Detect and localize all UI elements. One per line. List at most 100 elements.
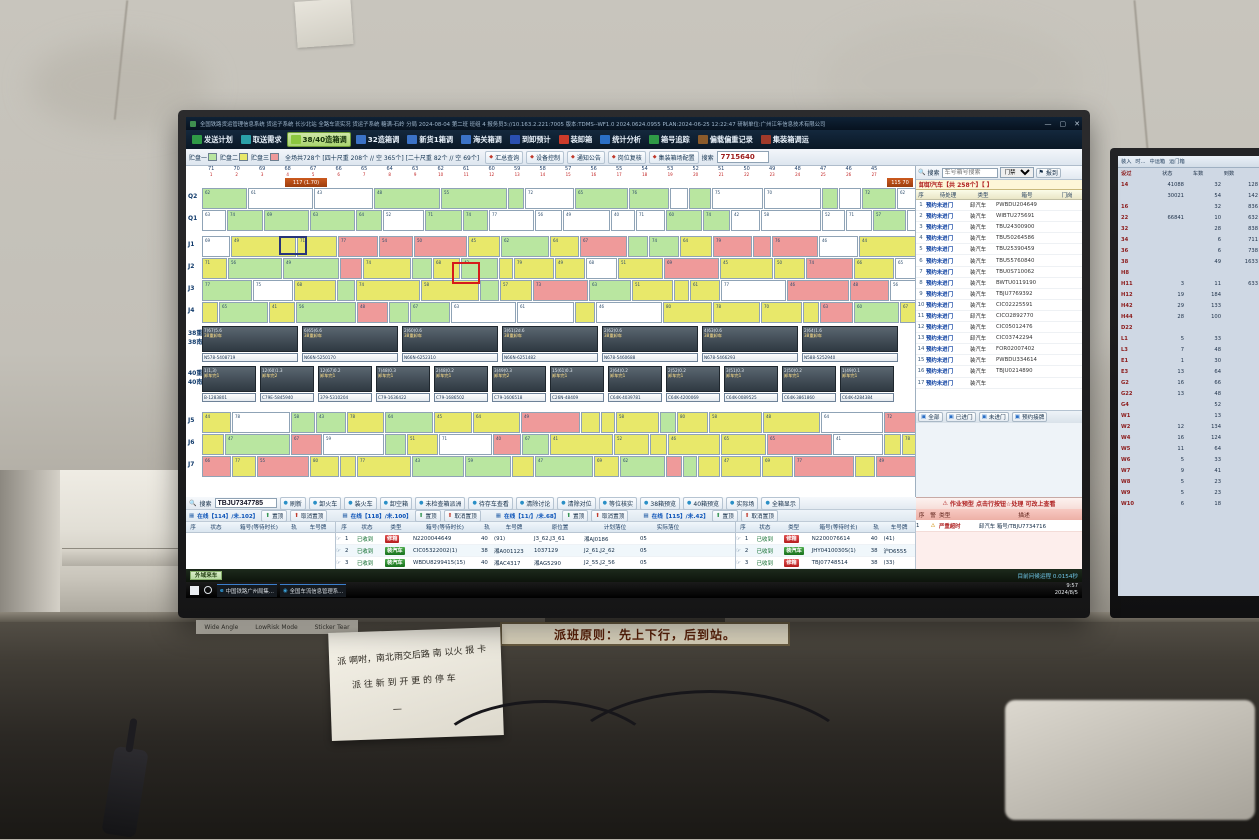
close-button[interactable]: ✕ xyxy=(1074,119,1080,128)
menu-item-4[interactable]: 新货1箱调 xyxy=(404,132,456,147)
task-counter-action-1[interactable]: ⬆ 取消置顶 xyxy=(443,509,481,522)
yard-cell[interactable]: 74 xyxy=(363,258,411,279)
menu-item-1[interactable]: 取送需求 xyxy=(238,132,285,147)
yard-cell[interactable]: 70 xyxy=(764,188,821,209)
yard-block-code[interactable]: C79-1686502 xyxy=(434,393,488,402)
gate-search-input[interactable] xyxy=(941,167,998,178)
yard-cell[interactable]: 70 xyxy=(761,302,802,323)
yard-cell[interactable]: 49 xyxy=(283,258,339,279)
task-toolbar-button-11[interactable]: ● 实际场 xyxy=(726,496,759,510)
yard-cell[interactable]: 69 xyxy=(762,456,793,477)
yard-cell[interactable]: 77 xyxy=(338,236,378,257)
yard-cell[interactable] xyxy=(389,302,409,323)
taskbar-items[interactable]: e 中国铁路广州局集... ◉ 全国车流信息管理系... xyxy=(217,583,347,597)
subbar-button-2[interactable]: ◆ 通知公告 xyxy=(566,150,605,164)
yard-cell[interactable]: 62 xyxy=(620,456,665,477)
yard-block-code[interactable]: C64K-4200069 xyxy=(666,393,720,402)
yard-cell[interactable]: 56 xyxy=(296,302,356,323)
selected-cell-blue[interactable] xyxy=(279,236,307,255)
yard-cell[interactable]: 46 xyxy=(668,434,720,455)
yard-block-code[interactable]: C79-1606518 xyxy=(492,393,546,402)
yard-cell[interactable]: 52 xyxy=(383,210,424,231)
table-row[interactable]: ☞ 1 已收到 修箱 N2200044649 40 (91) J3_62,J3_61 湘AJ01… xyxy=(336,533,735,545)
yard-cell[interactable]: 71 xyxy=(846,210,872,231)
yard-block[interactable]: 7(48)0.3 卸车完1 xyxy=(376,366,430,392)
gate-footer-button-2[interactable]: ▣ 未进门 xyxy=(978,412,1009,422)
yard-cell[interactable]: 65 xyxy=(767,434,832,455)
gate-row[interactable]: 10 预约未进门 装汽车 CIC02225591 xyxy=(916,300,1082,311)
menu-item-10[interactable]: 偏载偏重记录 xyxy=(695,132,756,147)
yard-cell[interactable]: 62 xyxy=(202,188,247,209)
gate-row[interactable]: 5 预约未进门 装汽车 TBU25390459 xyxy=(916,244,1082,256)
yard-cell[interactable]: 55 xyxy=(441,188,507,209)
yard-cell[interactable]: 63 xyxy=(820,302,853,323)
task-toolbar-button-12[interactable]: ● 全箱显示 xyxy=(761,496,800,510)
yard-cell[interactable]: 44 xyxy=(859,236,915,257)
yard-cell[interactable]: 42 xyxy=(731,210,760,231)
subbar-button-1[interactable]: ◆ 设备控制 xyxy=(526,150,564,164)
yard-cell[interactable]: 80 xyxy=(663,302,712,323)
yard-block[interactable]: 2(62)0.6 38重卸车 xyxy=(602,326,698,352)
yard-block-code[interactable]: C64K-4039781 xyxy=(608,393,662,402)
task-toolbar-button-3[interactable]: ● 卸空箱 xyxy=(379,496,413,510)
yard-cell[interactable]: 61 xyxy=(517,302,574,323)
yard-cell[interactable] xyxy=(753,236,771,257)
task-toolbar-button-0[interactable]: ● 刷新 xyxy=(279,496,306,510)
yard-cell[interactable]: 58 xyxy=(761,210,821,231)
yard-cell[interactable]: 69 xyxy=(202,236,230,257)
yard-cell[interactable]: 73 xyxy=(533,280,588,301)
yard-cell[interactable]: 55 xyxy=(257,456,309,477)
yard-cell[interactable] xyxy=(499,258,513,279)
yard-cell[interactable] xyxy=(340,456,356,477)
yard-cell[interactable]: 75 xyxy=(712,188,763,209)
yard-block[interactable]: 3(51)0.3 卸车完1 xyxy=(724,366,778,392)
yard-cell[interactable] xyxy=(884,434,901,455)
yard-cell[interactable]: 78 xyxy=(232,412,290,433)
yard-block-code[interactable]: C26N-48409 xyxy=(550,393,604,402)
menu-item-9[interactable]: 箱号追踪 xyxy=(646,132,693,147)
yard-block[interactable]: 1(1,3) 卸车完1 xyxy=(202,366,256,392)
yard-block-code[interactable]: N66N-5250170 xyxy=(302,353,398,362)
yard-block-code[interactable]: C64K-0089525 xyxy=(724,393,778,402)
gate-queue-panel[interactable]: 🔍 搜索 门禁 ⚑报到 卸卸汽车【共 258个】【 】 序 待处理 类型 箱号 … xyxy=(916,166,1082,497)
yard-cell[interactable]: 71 xyxy=(202,258,227,279)
yard-cell[interactable]: 72 xyxy=(525,188,574,209)
yard-cell[interactable]: 58 xyxy=(291,412,315,433)
yard-block-code[interactable]: N678-5460688 xyxy=(602,353,698,362)
yard-cell[interactable]: 64 xyxy=(680,236,712,257)
yard-cell[interactable]: 51 xyxy=(618,258,663,279)
yard-block-code[interactable]: N66N-6252310 xyxy=(402,353,498,362)
yard-cell[interactable]: 45 xyxy=(720,258,773,279)
yard-block-code[interactable]: C64K-4284384 xyxy=(840,393,894,402)
task-toolbar-button-1[interactable]: ● 卸火车 xyxy=(308,496,342,510)
table-row[interactable]: ☞ 3 已收到 装汽车 WBDU8299415(15) 40 湘AC4317 湘AG5290 J… xyxy=(336,557,735,569)
yard-cell[interactable]: 77 xyxy=(232,456,256,477)
yard-cell[interactable]: 69 xyxy=(264,210,309,231)
yard-cell[interactable]: 64 xyxy=(385,412,433,433)
gate-row[interactable]: 9 预约未进门 装汽车 TBJU7769392 xyxy=(916,289,1082,300)
yard-cell[interactable]: 63 xyxy=(202,210,226,231)
yard-cell[interactable]: 59 xyxy=(465,456,511,477)
yard-cell[interactable]: 67 xyxy=(522,434,549,455)
yard-cell[interactable]: 65 xyxy=(219,302,268,323)
yard-cell[interactable]: 68 xyxy=(294,280,336,301)
yard-block[interactable]: 12(60)1.3 卸车完2 xyxy=(260,366,314,392)
cortana-icon[interactable] xyxy=(204,586,212,594)
yard-cell[interactable]: 72 xyxy=(884,412,915,433)
yard-block[interactable]: 7(67)5.6 38重卸车 xyxy=(202,326,298,352)
yard-cell[interactable]: 48 xyxy=(357,302,388,323)
gate-search-bar[interactable]: 🔍 搜索 门禁 ⚑报到 xyxy=(916,166,1082,180)
task-toolbar-button-5[interactable]: ● 待存车查看 xyxy=(468,496,513,510)
table-row[interactable]: ☞ 2 已收到 装汽车 JHY0410030S(1) 38 沪D6555 xyxy=(736,545,915,557)
yard-cell[interactable] xyxy=(698,456,720,477)
task-counter-action-0[interactable]: ⬆ 置顶 xyxy=(562,509,589,522)
yard-block[interactable]: 4(63)0.6 38重卸车 xyxy=(702,326,798,352)
yard-cell[interactable]: 71 xyxy=(425,210,462,231)
yard-cell[interactable] xyxy=(660,412,676,433)
yard-cell[interactable]: 41 xyxy=(269,302,295,323)
task-counter-bar[interactable]: ▦ 在线【114】/未.102】 ⬆ 置顶 ⬆ 取消置顶 ▦ 在线【118】/未.100】 ⬆ 置… xyxy=(186,509,916,522)
yard-cell[interactable]: 46 xyxy=(819,236,858,257)
subbar-button-3[interactable]: ◆ 岗位复核 xyxy=(607,150,646,164)
yard-cell[interactable]: 79 xyxy=(514,258,554,279)
yard-cell[interactable]: 74 xyxy=(649,236,679,257)
